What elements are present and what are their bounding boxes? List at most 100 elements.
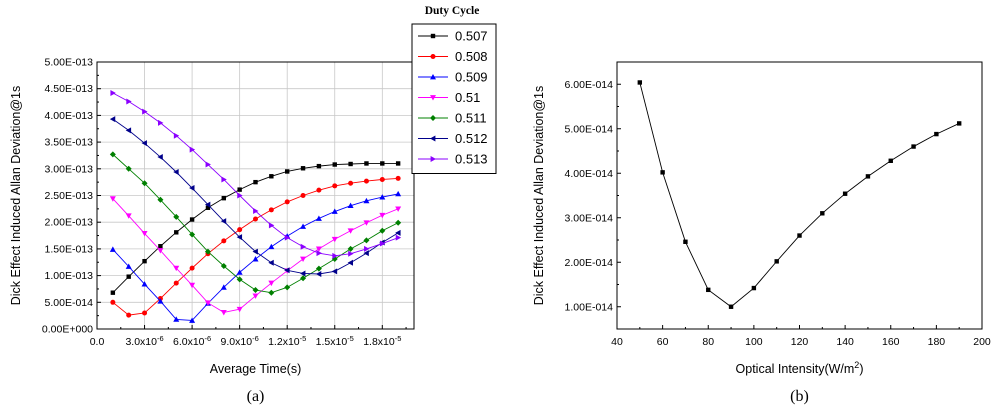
- data-point-0.51: [236, 306, 243, 313]
- data-point-0.513: [300, 243, 307, 250]
- data-point-0.51: [268, 280, 275, 287]
- data-point-0.507: [142, 258, 147, 264]
- chart-b-ticks: 1.00E-014 2.00E-014 3.00E-014 4.00E-014 5.00…: [565, 61, 991, 348]
- data-point-0.507: [110, 290, 116, 295]
- legend-swatch-marker-0.51: [430, 95, 436, 101]
- chart-b-x-tick-label: 80: [702, 336, 714, 348]
- data-point-0.51: [300, 256, 307, 263]
- data-point-0.507: [285, 169, 290, 174]
- chart-b-data-point: [865, 174, 871, 179]
- chart-a-y-tick-label: 1.50E-013: [45, 243, 94, 255]
- chart-a-legend-title: Duty Cycle: [425, 5, 480, 17]
- data-point-0.507: [348, 161, 353, 167]
- data-point-0.513: [158, 119, 164, 126]
- data-point-0.509: [331, 208, 338, 214]
- series-0.512: [109, 116, 401, 277]
- data-point-0.507: [300, 166, 306, 171]
- data-point-0.512: [363, 250, 369, 257]
- chart-b-y-tick-label: 2.00E-014: [565, 257, 614, 269]
- data-point-0.508: [363, 178, 369, 184]
- data-point-0.509: [268, 243, 275, 250]
- chart-b-y-tick-label: 3.00E-014: [565, 212, 614, 224]
- data-point-0.513: [110, 89, 116, 96]
- data-point-0.512: [141, 140, 147, 147]
- data-point-0.507: [205, 205, 211, 210]
- chart-a-series: [109, 89, 402, 323]
- legend-label-0.51: 0.51: [455, 90, 480, 105]
- data-point-0.511: [204, 248, 211, 255]
- chart-a-y-tick-label: 5.00E-014: [45, 297, 94, 309]
- chart-b: 1.00E-014 2.00E-014 3.00E-014 4.00E-014 5.00…: [532, 61, 991, 405]
- data-point-0.512: [395, 229, 401, 236]
- data-point-0.513: [126, 98, 132, 105]
- data-point-0.509: [141, 281, 148, 287]
- chart-b-plot-frame: [616, 61, 983, 330]
- data-point-0.512: [268, 259, 274, 266]
- data-point-0.513: [189, 146, 196, 153]
- data-point-0.507: [126, 274, 131, 279]
- chart-a-x-tick-label: 1.8x10-5: [363, 334, 401, 348]
- chart-b-data-point: [797, 233, 802, 238]
- chart-b-data-point: [842, 191, 848, 196]
- data-point-0.512: [157, 154, 163, 161]
- data-point-0.511: [173, 213, 180, 220]
- data-point-0.51: [157, 248, 164, 254]
- data-point-0.512: [220, 218, 227, 225]
- chart-b-data-point: [934, 131, 939, 137]
- chart-b-x-tick-label: 160: [882, 336, 900, 348]
- data-point-0.511: [363, 237, 370, 244]
- data-point-0.509: [220, 284, 227, 290]
- data-point-0.513: [395, 234, 402, 241]
- chart-b-data-point: [774, 259, 779, 264]
- chart-b-x-axis-title: Optical Intensity(W/m2): [736, 360, 864, 376]
- chart-b-x-tick-label: 120: [791, 336, 809, 348]
- data-point-0.511: [189, 231, 196, 238]
- chart-b-x-axis-title-tail: ): [859, 362, 863, 376]
- data-point-0.513: [316, 250, 322, 257]
- chart-b-caption: (b): [790, 388, 809, 405]
- legend-label-0.508: 0.508: [455, 49, 488, 64]
- chart-a-y-tick-label: 3.50E-013: [45, 137, 94, 149]
- data-point-0.509: [125, 263, 132, 269]
- data-point-0.513: [284, 234, 291, 241]
- series-0.513: [110, 89, 402, 259]
- legend-label-0.513: 0.513: [455, 152, 488, 167]
- data-point-0.508: [268, 207, 274, 213]
- data-point-0.511: [236, 276, 243, 283]
- chart-b-x-tick-label: 60: [657, 336, 669, 348]
- data-point-0.508: [284, 199, 290, 205]
- data-point-0.511: [157, 196, 164, 203]
- series-0.507: [110, 161, 401, 295]
- chart-b-x-axis-title-sup: 2: [854, 360, 859, 370]
- data-point-0.51: [220, 310, 227, 316]
- chart-b-data-point: [637, 80, 643, 85]
- data-point-0.509: [189, 317, 196, 323]
- chart-a-y-tick-label: 5.00E-013: [45, 57, 94, 69]
- data-point-0.507: [269, 174, 274, 179]
- chart-b-x-axis-title-main: Optical Intensity(W/m: [736, 362, 855, 376]
- legend-swatch-marker-0.513: [430, 156, 436, 162]
- chart-b-data-point: [956, 121, 962, 126]
- data-point-0.51: [363, 220, 370, 226]
- legend-swatch-marker-0.511: [430, 115, 436, 121]
- data-point-0.512: [125, 127, 132, 134]
- chart-a-y-tick-label: 4.00E-013: [45, 110, 94, 122]
- data-point-0.508: [395, 175, 401, 181]
- data-point-0.508: [126, 312, 132, 318]
- series-line-0.511: [112, 154, 399, 294]
- data-point-0.512: [347, 259, 353, 266]
- chart-b-y-tick-label: 4.00E-014: [565, 168, 614, 180]
- data-point-0.51: [315, 246, 322, 252]
- chart-a-legend: 0.507 0.508 0.509 0.51 0.511 0.512 0.513: [411, 23, 497, 174]
- data-point-0.507: [332, 162, 337, 167]
- data-point-0.513: [173, 132, 180, 139]
- data-point-0.511: [315, 265, 322, 272]
- data-point-0.513: [364, 245, 370, 252]
- chart-b-data-point: [660, 170, 665, 175]
- data-point-0.51: [173, 265, 180, 272]
- data-point-0.508: [348, 180, 354, 186]
- chart-a-y-axis-title: Dick Effect Induced Allan Deviation@1s: [9, 86, 23, 306]
- data-point-0.509: [109, 246, 116, 252]
- data-point-0.51: [379, 212, 386, 219]
- data-point-0.51: [347, 228, 354, 234]
